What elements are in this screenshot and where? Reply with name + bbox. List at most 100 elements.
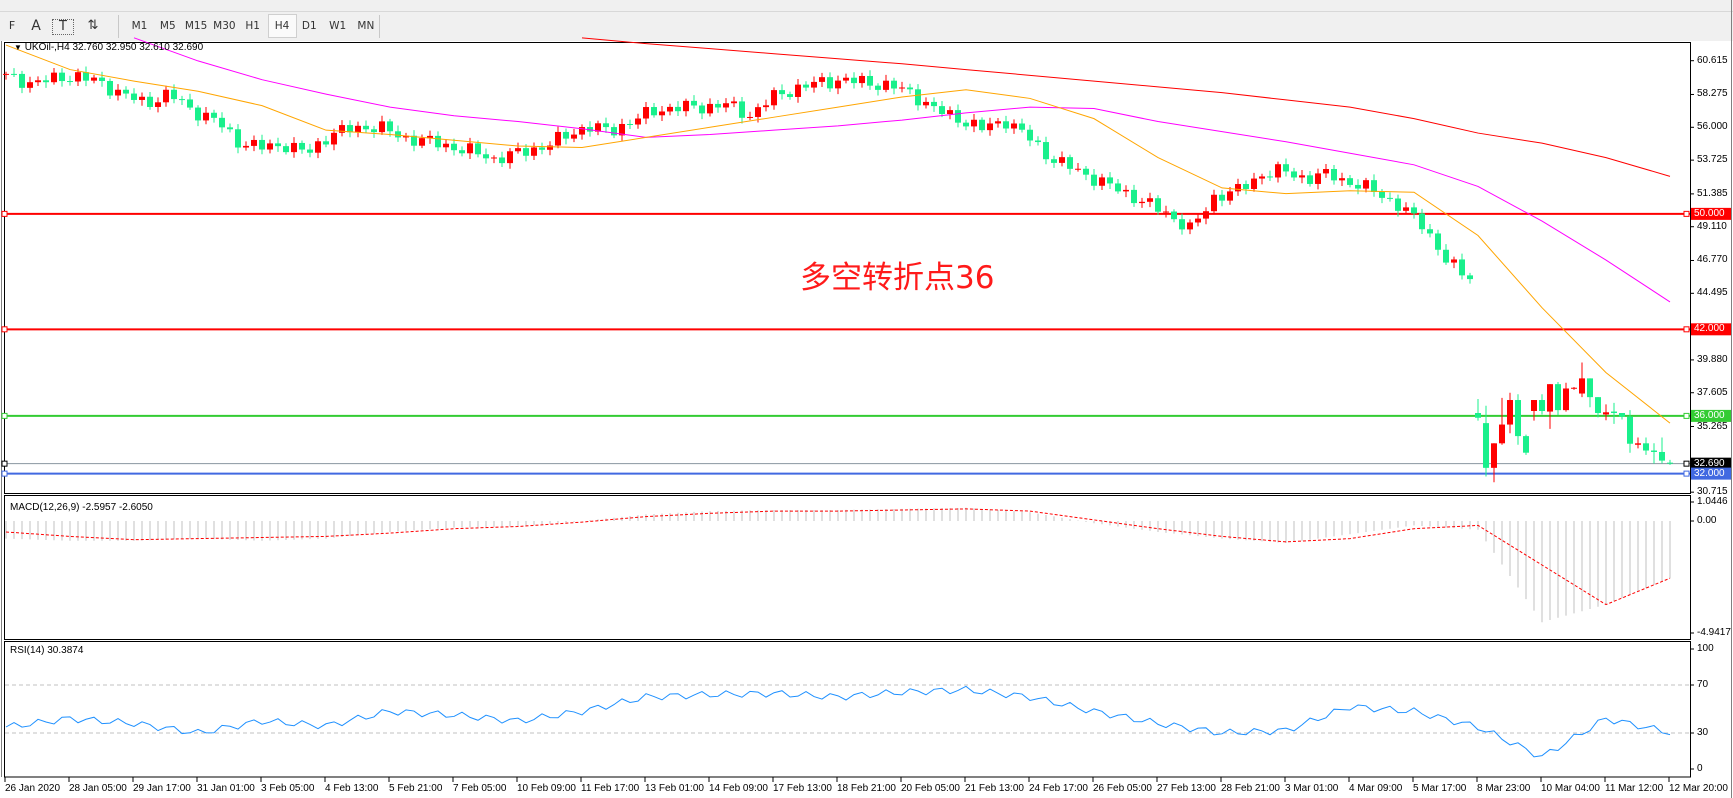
candle-bear xyxy=(59,72,65,82)
candle-bear xyxy=(19,73,25,88)
level-handle[interactable] xyxy=(1683,460,1690,467)
level-handle[interactable] xyxy=(1,470,8,477)
level-handle[interactable] xyxy=(1,412,8,419)
candle-bear xyxy=(1115,183,1121,192)
level-handle[interactable] xyxy=(1,210,8,217)
candle-bull xyxy=(291,142,297,153)
text-tool-icon[interactable]: A xyxy=(31,18,41,34)
candle-bear xyxy=(611,127,617,136)
candle-bear xyxy=(499,157,505,164)
candle-bear xyxy=(1003,121,1009,129)
candle-bear xyxy=(963,122,969,127)
candle-bear xyxy=(1355,184,1361,189)
candle-bull xyxy=(1275,164,1281,178)
candle-bull xyxy=(883,80,889,90)
candle-bear xyxy=(1475,413,1481,418)
timeframe-d1[interactable]: D1 xyxy=(301,20,317,32)
timeframe-m1[interactable]: M1 xyxy=(131,20,148,32)
candle-bear xyxy=(483,154,489,159)
candle-bear xyxy=(411,135,417,146)
price-level-box xyxy=(1691,457,1731,470)
timeframe-w1[interactable]: W1 xyxy=(329,20,347,32)
candle-bear xyxy=(459,150,465,154)
price-tick-label: 58.275 xyxy=(1697,88,1728,100)
candle-bull xyxy=(755,107,761,117)
candle-bear xyxy=(907,87,913,90)
date-tick-label: 18 Feb 21:00 xyxy=(837,783,896,794)
date-tick-label: 5 Feb 21:00 xyxy=(389,783,443,794)
candle-bear xyxy=(1107,177,1113,184)
timeframe-h1[interactable]: H1 xyxy=(245,20,260,32)
candle-bear xyxy=(891,80,897,89)
moving-average-mid xyxy=(133,37,1671,303)
candle-bear xyxy=(227,127,233,130)
symbol-header: ▼ UKOil-,H4 32.760 32.950 32.610 32.690 xyxy=(14,42,204,53)
candle-bull xyxy=(355,125,361,133)
candle-bull xyxy=(731,101,737,104)
moving-average-fast xyxy=(5,44,1671,424)
candle-bull xyxy=(859,75,865,84)
candle-bear xyxy=(1523,436,1529,453)
candle-bull xyxy=(723,103,729,108)
price-level-label: 36.000 xyxy=(1694,409,1725,421)
candle-bear xyxy=(475,143,481,155)
timeframe-m5[interactable]: M5 xyxy=(159,20,176,32)
candle-bull xyxy=(1203,211,1209,219)
candle-bull xyxy=(819,77,825,82)
candle-bull xyxy=(1491,443,1497,468)
candle-bear xyxy=(1019,123,1025,130)
candle-bear xyxy=(131,93,137,100)
candle-bear xyxy=(1659,451,1665,461)
candle-bear xyxy=(147,96,153,107)
candle-bear xyxy=(211,112,217,118)
level-handle[interactable] xyxy=(1,326,8,333)
candle-bear xyxy=(235,129,241,148)
date-tick-label: 17 Feb 13:00 xyxy=(773,783,832,794)
candle-bear xyxy=(699,105,705,114)
candle-bull xyxy=(635,118,641,125)
candle-bull xyxy=(707,103,713,114)
candle-bull xyxy=(947,110,953,115)
candle-bull xyxy=(3,73,9,75)
level-handle[interactable] xyxy=(1683,326,1690,333)
candle-bull xyxy=(1499,424,1505,444)
candle-bull xyxy=(1571,387,1577,389)
price-tick-label: 30.715 xyxy=(1697,486,1728,498)
arrows-tool-icon[interactable]: ⇅ xyxy=(87,18,99,33)
candle-bull xyxy=(1339,178,1345,181)
date-tick-label: 27 Feb 13:00 xyxy=(1157,783,1216,794)
candle-bull xyxy=(555,131,561,146)
candle-bear xyxy=(675,106,681,112)
candle-bull xyxy=(571,134,577,139)
candle-bear xyxy=(99,77,105,82)
timeframe-mn[interactable]: MN xyxy=(357,20,375,32)
fibo-tool-icon[interactable]: F xyxy=(8,19,16,32)
level-handle[interactable] xyxy=(1683,210,1690,217)
candle-bear xyxy=(851,77,857,84)
text-label-tool-icon[interactable]: T xyxy=(52,19,74,35)
timeframe-m15[interactable]: M15 xyxy=(184,20,208,32)
toolbar-separator xyxy=(118,15,119,38)
timeframe-m30[interactable]: M30 xyxy=(213,20,236,32)
candle-bear xyxy=(1459,259,1465,276)
date-tick-label: 26 Jan 2020 xyxy=(5,783,61,794)
candle-bear xyxy=(307,149,313,153)
level-handle[interactable] xyxy=(1,460,8,467)
level-handle[interactable] xyxy=(1683,470,1690,477)
candle-bear xyxy=(1619,413,1625,417)
macd-signal-line xyxy=(5,508,1671,606)
price-level-label: 32.690 xyxy=(1694,457,1725,469)
rsi-panel-frame xyxy=(4,641,1691,778)
price-tick-label: 37.605 xyxy=(1697,386,1728,398)
candle-bear xyxy=(1427,229,1433,234)
candle-bull xyxy=(491,157,497,159)
candle-bull xyxy=(771,90,777,106)
level-handle[interactable] xyxy=(1683,412,1690,419)
candle-bear xyxy=(1347,178,1353,185)
candle-bull xyxy=(1451,259,1457,263)
date-tick-label: 26 Feb 05:00 xyxy=(1093,783,1152,794)
timeframe-h4[interactable]: H4 xyxy=(267,14,297,38)
candle-bull xyxy=(1147,198,1153,202)
candle-bear xyxy=(915,89,921,106)
